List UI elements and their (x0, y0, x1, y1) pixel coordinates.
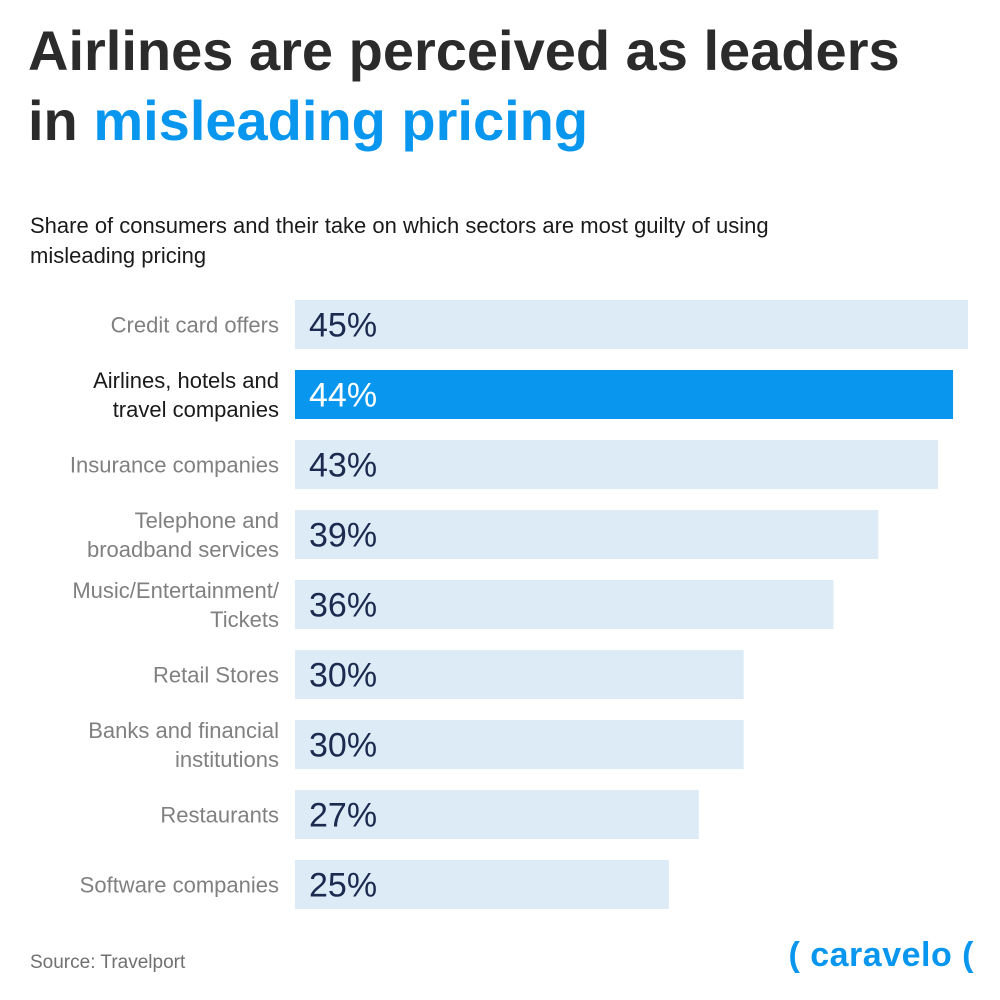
bar-value-label-0: 45% (309, 307, 377, 345)
bar-value-label-4: 36% (309, 587, 377, 625)
category-label-1-line-0: Airlines, hotels and (93, 368, 279, 393)
bar-5 (295, 650, 744, 699)
category-label-0: Credit card offers (111, 313, 279, 338)
category-label-7: Restaurants (160, 803, 279, 828)
bar-4 (295, 580, 834, 629)
bar-value-label-6: 30% (309, 727, 377, 765)
bar-value-label-7: 27% (309, 797, 377, 835)
category-label-6-line-1: institutions (175, 747, 279, 772)
source-note: Source: Travelport (30, 952, 186, 973)
bar-value-label-2: 43% (309, 447, 377, 485)
bar-2 (295, 440, 939, 489)
caravelo-logo: ( caravelo ( (788, 936, 974, 974)
category-label-3-line-1: broadband services (87, 537, 279, 562)
category-label-5: Retail Stores (153, 663, 279, 688)
chart-subtitle: Share of consumers and their take on whi… (30, 213, 769, 268)
title-line-2-accent: misleading pricing (93, 89, 589, 152)
bar-8 (295, 860, 669, 909)
bar-value-label-1: 44% (309, 377, 377, 415)
bar-1 (295, 370, 954, 419)
category-label-6-line-0: Banks and financial (88, 718, 279, 743)
bar-0 (295, 300, 968, 349)
category-label-1-line-1: travel companies (113, 397, 279, 422)
bar-3 (295, 510, 879, 559)
bar-value-label-8: 25% (309, 867, 377, 905)
bar-value-label-5: 30% (309, 657, 377, 695)
bar-6 (295, 720, 744, 769)
bar-value-label-3: 39% (309, 517, 377, 555)
bar-chart: 45% Credit card offers 44% Airlines, hotels… (70, 300, 968, 909)
bar-7 (295, 790, 699, 839)
title-line-2-prefix: in (28, 89, 94, 152)
category-label-3-line-0: Telephone and (135, 508, 279, 533)
category-label-8: Software companies (80, 873, 279, 898)
title-line-1: Airlines are perceived as leaders (28, 19, 900, 82)
category-label-2: Insurance companies (70, 453, 279, 478)
category-label-4-line-1: Tickets (210, 607, 279, 632)
category-label-4-line-0: Music/Entertainment/ (72, 578, 280, 603)
chart-title: Airlines are perceived as leaders in mis… (28, 16, 978, 156)
